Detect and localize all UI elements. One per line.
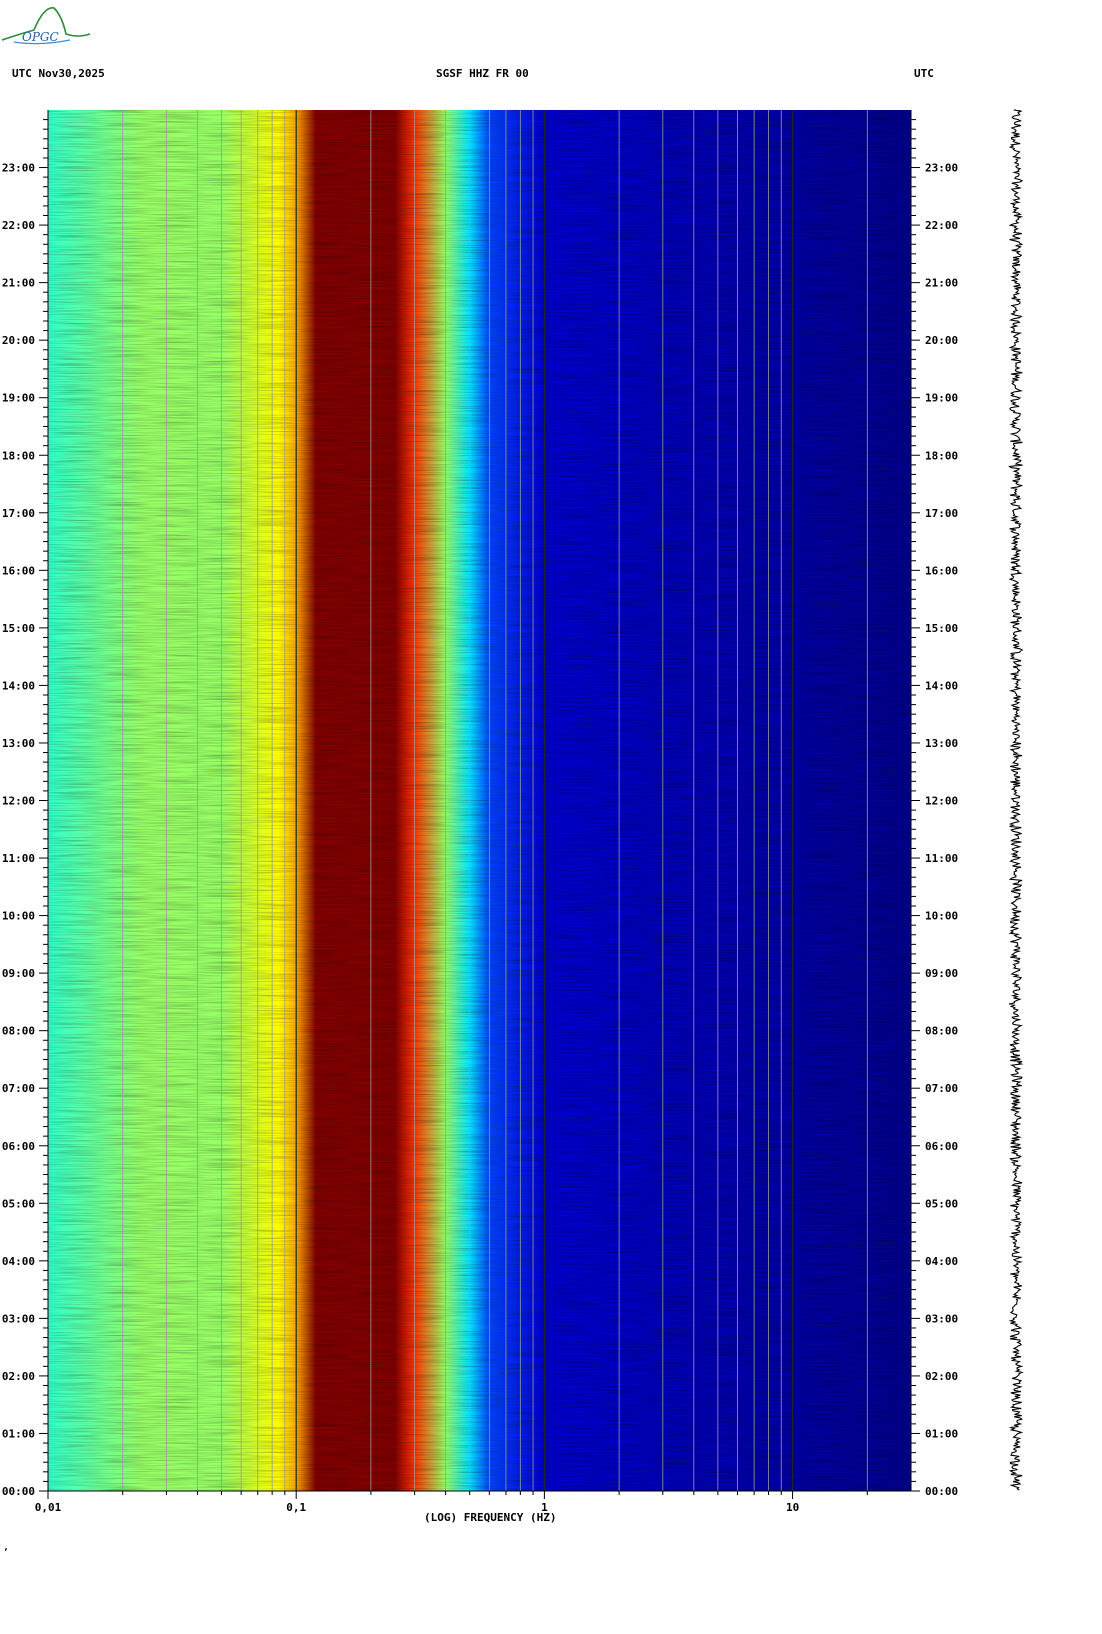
y-tick-label-left: 04:00: [2, 1255, 35, 1268]
y-tick-label-right: 18:00: [925, 449, 958, 462]
y-tick-label-right: 16:00: [925, 564, 958, 577]
x-tick-label: 0,1: [286, 1501, 306, 1514]
y-tick-label-right: 20:00: [925, 334, 958, 347]
y-tick-label-left: 05:00: [2, 1197, 35, 1210]
header-left-label: UTC Nov30,2025: [12, 67, 105, 80]
y-tick-label-right: 23:00: [925, 162, 958, 175]
y-tick-label-left: 16:00: [2, 564, 35, 577]
y-tick-label-left: 07:00: [2, 1082, 35, 1095]
seismogram-path: [1008, 109, 1024, 1491]
x-tick-label: 1: [541, 1501, 548, 1514]
opgc-logo: OPGC: [1, 7, 91, 45]
y-tick-label-right: 17:00: [925, 507, 958, 520]
spectrogram-texture: [48, 110, 911, 1491]
header-title: SGSF HHZ FR 00: [436, 67, 529, 80]
y-tick-label-right: 06:00: [925, 1140, 958, 1153]
logo-mountain-icon: [1, 7, 91, 41]
x-axis-title: (LOG) FREQUENCY (HZ): [424, 1511, 557, 1524]
y-tick-label-left: 20:00: [2, 334, 35, 347]
y-tick-label-right: 03:00: [925, 1312, 958, 1325]
y-tick-label-right: 13:00: [925, 737, 958, 750]
spectrogram-area: [48, 110, 911, 1491]
y-tick-label-left: 21:00: [2, 277, 35, 290]
y-tick-label-left: 17:00: [2, 507, 35, 520]
y-tick-label-left: 19:00: [2, 392, 35, 405]
x-tick-label: 10: [786, 1501, 799, 1514]
x-tick-label: 0,01: [35, 1501, 62, 1514]
y-tick-label-left: 06:00: [2, 1140, 35, 1153]
x-axis: 0,01 0,1 1 10: [35, 1490, 911, 1514]
y-tick-label-right: 14:00: [925, 679, 958, 692]
y-tick-label-right: 05:00: [925, 1197, 958, 1210]
y-tick-label-right: 07:00: [925, 1082, 958, 1095]
y-tick-label-right: 12:00: [925, 795, 958, 808]
y-tick-label-left: 15:00: [2, 622, 35, 635]
y-tick-label-right: 21:00: [925, 277, 958, 290]
y-tick-label-right: 00:00: [925, 1485, 958, 1498]
y-tick-label-left: 03:00: [2, 1312, 35, 1325]
y-tick-label-right: 09:00: [925, 967, 958, 980]
y-tick-label-left: 13:00: [2, 737, 35, 750]
y-tick-label-left: 09:00: [2, 967, 35, 980]
y-tick-label-left: 01:00: [2, 1427, 35, 1440]
y-tick-label-left: 22:00: [2, 219, 35, 232]
y-tick-label-left: 08:00: [2, 1025, 35, 1038]
y-axis-right: 00:00 01:00 02:00 03:00 04:00 05:00 06:00 07:00…: [910, 110, 958, 1498]
y-tick-label-right: 19:00: [925, 392, 958, 405]
y-tick-label-right: 22:00: [925, 219, 958, 232]
y-tick-label-right: 04:00: [925, 1255, 958, 1268]
header-right-label: UTC: [914, 67, 934, 80]
y-axis-left: 00:00 01:00 02:00 03:00 04:00 05:00 06:00 07:00…: [2, 110, 49, 1498]
y-tick-label-left: 11:00: [2, 852, 35, 865]
y-tick-label-left: 12:00: [2, 795, 35, 808]
y-tick-label-left: 02:00: [2, 1370, 35, 1383]
seismogram-trace: [1008, 109, 1024, 1491]
y-tick-label-left: 10:00: [2, 910, 35, 923]
y-tick-label-left: 23:00: [2, 162, 35, 175]
y-tick-label-right: 15:00: [925, 622, 958, 635]
frequency-gridlines: [122, 110, 868, 1491]
logo-text: OPGC: [22, 30, 59, 44]
y-tick-label-left: 18:00: [2, 449, 35, 462]
y-tick-label-right: 01:00: [925, 1427, 958, 1440]
corner-mark: ʼ: [3, 1548, 9, 1558]
y-tick-label-right: 02:00: [925, 1370, 958, 1383]
y-tick-label-right: 10:00: [925, 910, 958, 923]
y-tick-label-right: 08:00: [925, 1025, 958, 1038]
y-tick-label-left: 00:00: [2, 1485, 35, 1498]
y-tick-label-left: 14:00: [2, 679, 35, 692]
y-tick-label-right: 11:00: [925, 852, 958, 865]
